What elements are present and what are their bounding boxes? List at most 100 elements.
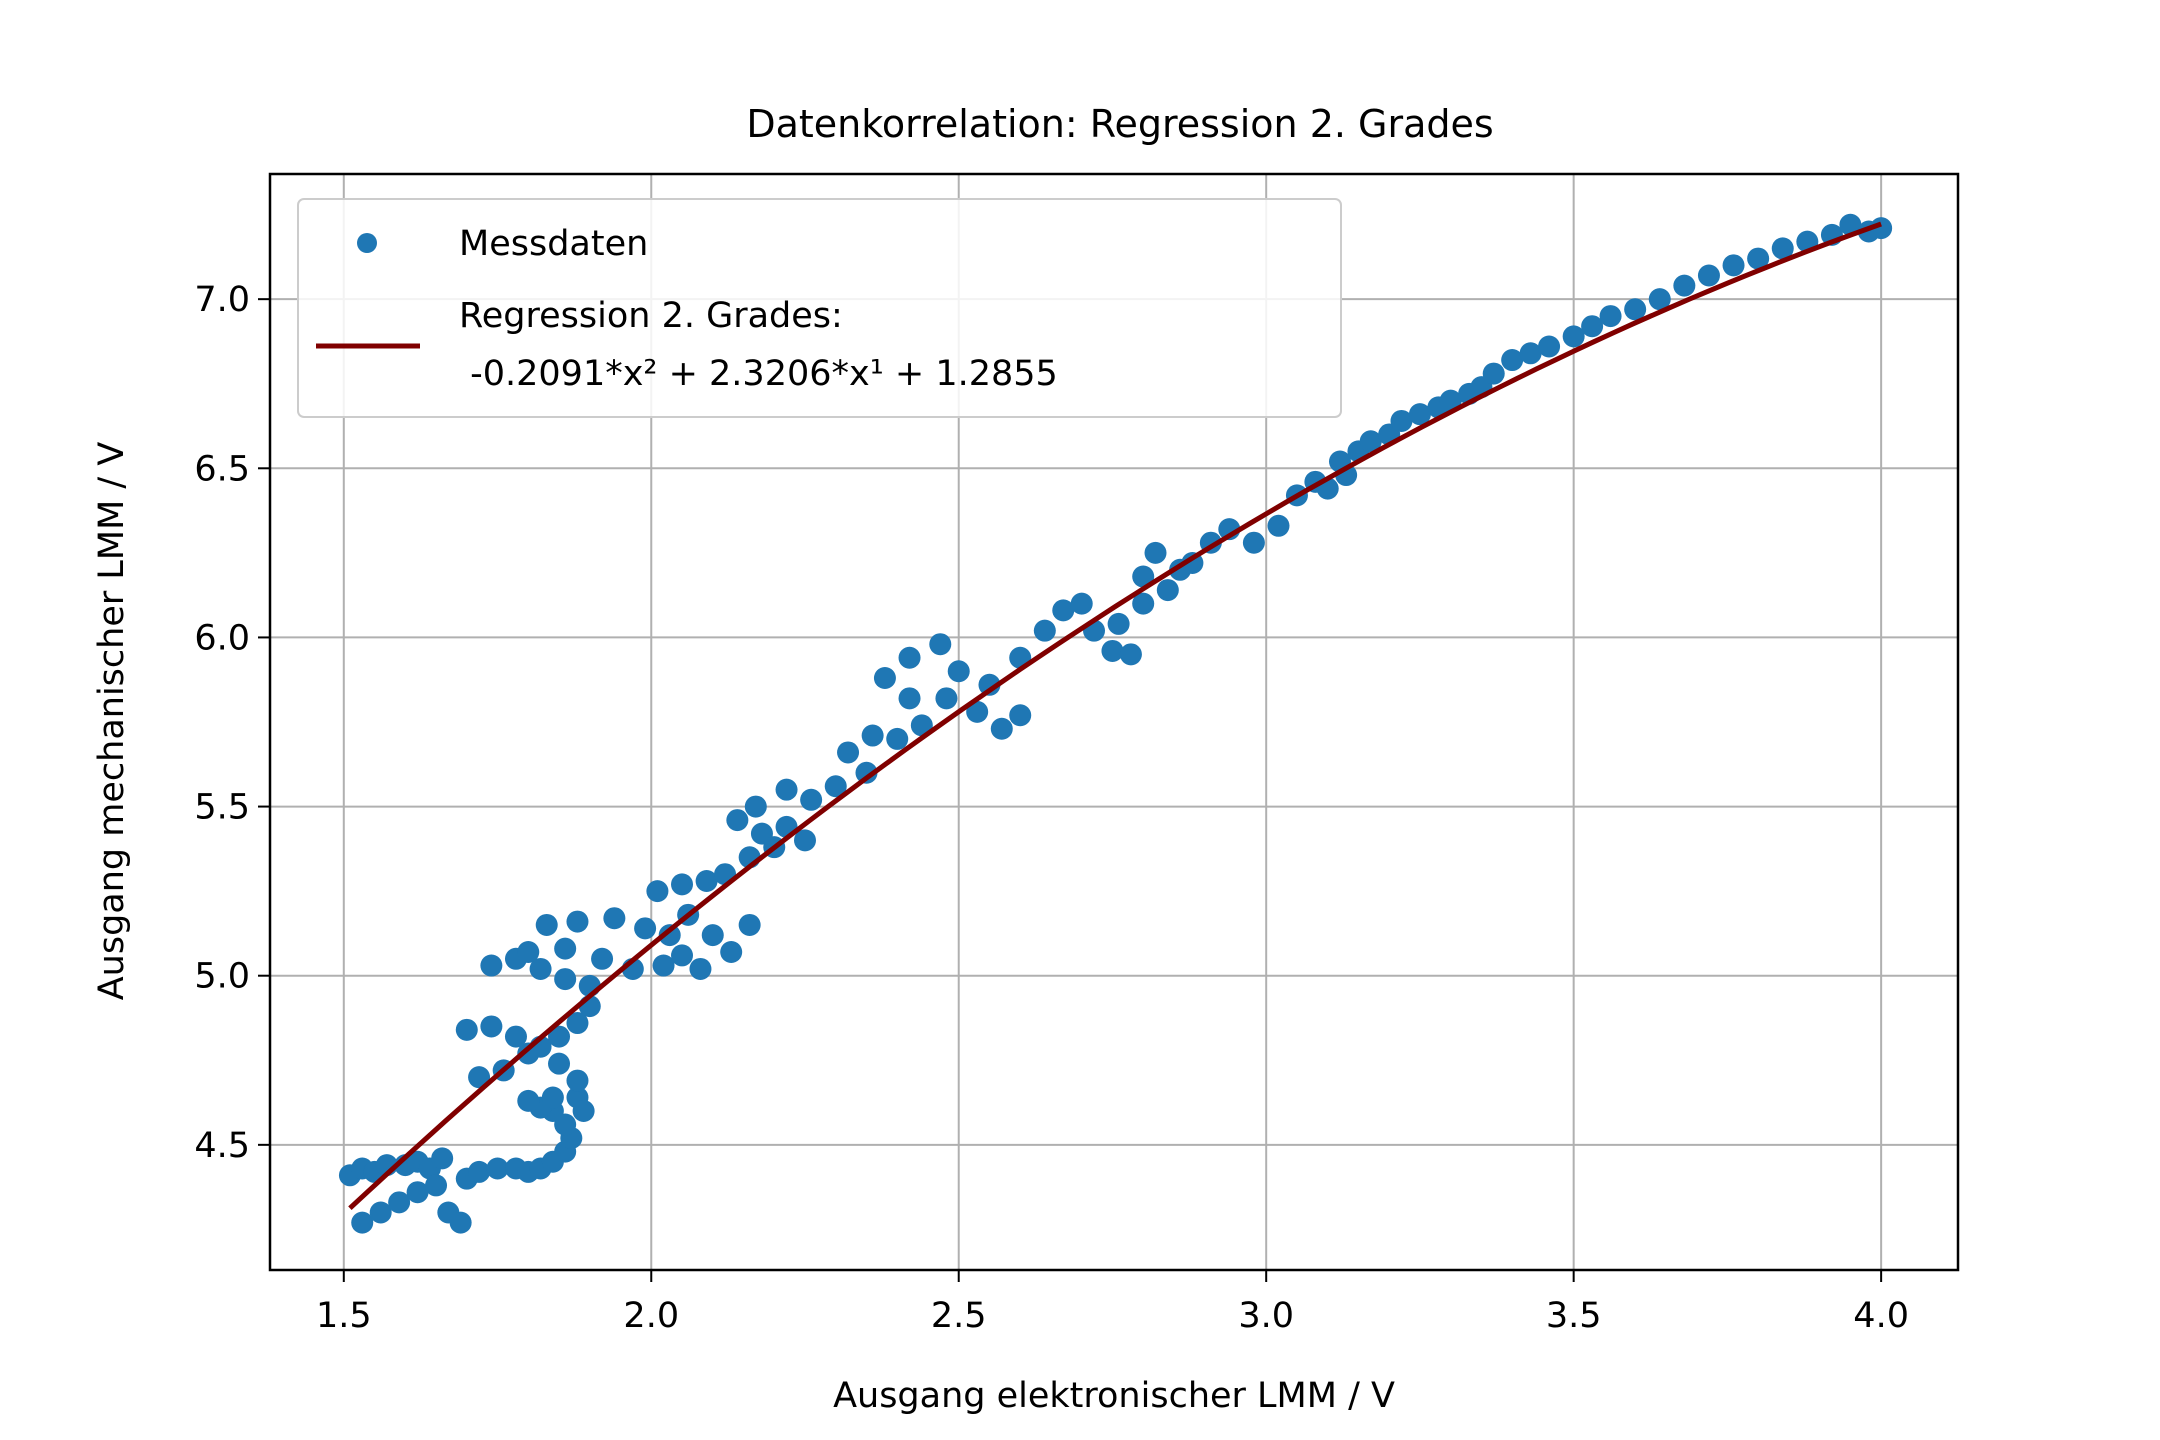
data-point [486,1157,509,1180]
data-point [935,687,958,710]
data-point [1033,619,1056,642]
data-point [720,941,743,964]
data-point [1242,531,1265,554]
data-point [1101,639,1124,662]
data-point [800,788,823,811]
data-point [351,1211,374,1234]
data-point [455,1018,478,1041]
data-point [873,667,896,690]
data-point [1722,254,1745,277]
chart-title: Datenkorrelation: Regression 2. Grades [746,102,1493,146]
y-tick-label: 5.0 [194,957,250,997]
data-point [1107,612,1130,635]
data-point [1144,541,1167,564]
data-point [1562,325,1585,348]
data-point [744,795,767,818]
data-point [517,941,540,964]
data-point [898,687,921,710]
data-point [591,947,614,970]
y-tick-label: 5.5 [194,788,250,828]
data-point [898,646,921,669]
y-axis-ticks: 4.5 5.0 5.5 6.0 6.5 7.0 [194,280,270,1166]
data-point [947,660,970,683]
data-point [1624,298,1647,321]
data-point [671,944,694,967]
data-point [1009,704,1032,727]
data-point [701,924,724,947]
data-point [554,937,577,960]
y-tick-label: 6.0 [194,618,250,658]
y-tick-label: 4.5 [194,1126,250,1166]
data-point [1052,599,1075,622]
data-point [1648,288,1671,311]
data-point [554,968,577,991]
data-point [855,761,878,784]
data-point [541,1086,564,1109]
data-point [480,954,503,977]
data-point [1747,247,1770,270]
x-axis-ticks: 1.5 2.0 2.5 3.0 3.5 4.0 [316,1270,1909,1336]
data-point [1119,643,1142,666]
data-point [1599,305,1622,328]
data-point [504,1025,527,1048]
scatter-series [338,213,1893,1234]
data-point [634,917,657,940]
x-tick-label: 3.0 [1238,1296,1294,1336]
data-point [1482,362,1505,385]
data-point [978,673,1001,696]
data-point [572,1100,595,1123]
data-point [726,809,749,832]
data-point [431,1147,454,1170]
data-point [1501,349,1524,372]
data-point [966,700,989,723]
data-point [548,1025,571,1048]
data-point [929,633,952,656]
data-point [566,1012,589,1035]
data-point [1070,592,1093,615]
x-axis-label: Ausgang elektronischer LMM / V [833,1376,1395,1416]
data-point [695,869,718,892]
data-point [548,1052,571,1075]
data-point [646,880,669,903]
data-point [1519,342,1542,365]
data-point [1839,213,1862,236]
data-point [1408,403,1431,426]
data-point [990,717,1013,740]
data-point [1673,274,1696,297]
legend-scatter-marker [357,233,377,253]
data-point [689,957,712,980]
data-point [603,907,626,930]
legend-box [297,198,1342,418]
data-point [1132,565,1155,588]
legend-label-messdaten: Messdaten [459,224,648,264]
data-point [369,1201,392,1224]
data-point [517,1089,540,1112]
data-point [775,778,798,801]
data-point [480,1015,503,1038]
data-point [671,873,694,896]
data-point [468,1160,491,1183]
data-point [793,829,816,852]
data-point [388,1191,411,1214]
data-point [824,775,847,798]
regression-curve [348,221,1882,1211]
data-point [861,724,884,747]
data-point [837,741,860,764]
data-point [1581,315,1604,338]
y-axis-label: Ausgang mechanischer LMM / V [92,442,132,1001]
data-point [1390,409,1413,432]
data-point [449,1211,472,1234]
data-point [652,954,675,977]
data-point [468,1066,491,1089]
x-tick-label: 1.5 [316,1296,372,1336]
x-tick-label: 3.5 [1546,1296,1602,1336]
data-point [658,924,681,947]
y-tick-label: 7.0 [194,280,250,320]
data-point [1538,335,1561,358]
data-point [738,913,761,936]
data-point [910,714,933,737]
data-point [1771,237,1794,260]
data-point [566,910,589,933]
data-point [1267,514,1290,537]
